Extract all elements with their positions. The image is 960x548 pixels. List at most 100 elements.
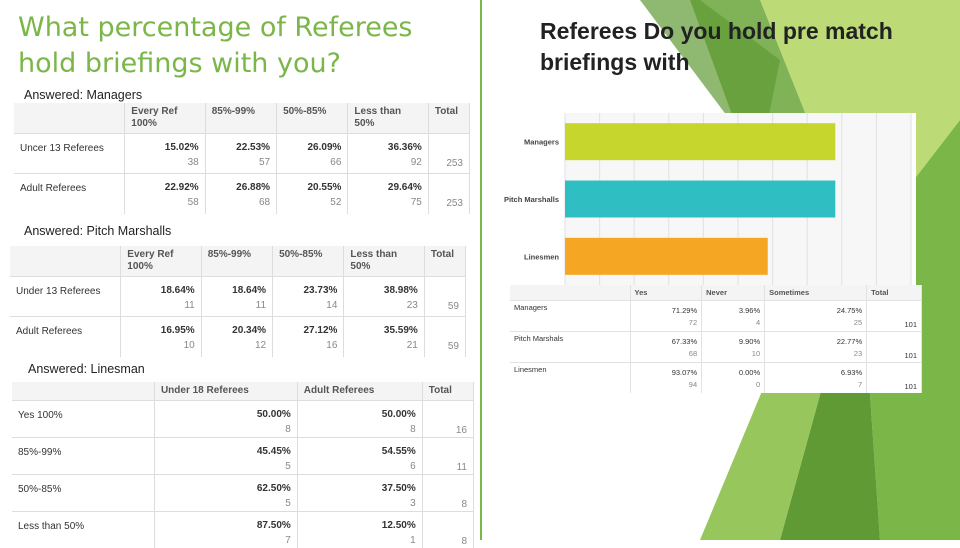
row-label: Less than 50%: [12, 512, 154, 548]
table-cell: 50.00%8: [297, 401, 422, 438]
cell-count: 10: [706, 348, 760, 360]
bar-managers: [565, 123, 835, 160]
cell-percentage: 23.73%: [279, 277, 337, 297]
row-label: 85%-99%: [12, 438, 154, 475]
cell-percentage: 37.50%: [304, 475, 416, 495]
cell-count: 8: [161, 421, 291, 436]
cell-percentage: 35.59%: [350, 317, 417, 337]
column-header: Every Ref 100%: [121, 246, 201, 277]
cell-percentage: 16.95%: [127, 317, 194, 337]
cell-count: 11: [208, 297, 266, 312]
cell-percentage: 54.55%: [304, 438, 416, 458]
column-header: [12, 382, 154, 401]
linesman-section-label: Answered: Linesman: [28, 362, 145, 376]
column-header: Total: [867, 285, 922, 301]
cell-percentage: 50.00%: [304, 401, 416, 421]
table-cell: 29.64%75: [348, 174, 428, 214]
cell-percentage: 27.12%: [279, 317, 337, 337]
table-cell: 50.00%8: [154, 401, 297, 438]
row-total: 101: [867, 332, 922, 363]
cell-count: 92: [354, 154, 421, 169]
managers-section-label: Answered: Managers: [24, 88, 142, 102]
table-cell: 18.64%11: [201, 277, 272, 317]
total-value: 253: [435, 134, 463, 170]
column-header: Sometimes: [765, 285, 867, 301]
table-cell: 18.64%11: [121, 277, 201, 317]
row-label: 50%-85%: [12, 475, 154, 512]
column-header: Never: [702, 285, 765, 301]
cell-count: 5: [161, 458, 291, 473]
cell-percentage: 18.64%: [208, 277, 266, 297]
cell-count: 16: [279, 337, 337, 352]
table-cell: 23.73%14: [273, 277, 344, 317]
table-cell: 36.36%92: [348, 134, 428, 174]
cell-percentage: 36.36%: [354, 134, 421, 154]
cell-percentage: 62.50%: [161, 475, 291, 495]
table-cell: 22.92%58: [125, 174, 205, 214]
cell-percentage: 20.34%: [208, 317, 266, 337]
cell-count: 72: [635, 317, 698, 329]
row-total: 8: [422, 475, 473, 512]
table-cell: 0.00%0: [702, 363, 765, 394]
cell-count: 23: [350, 297, 417, 312]
cell-percentage: 50.00%: [161, 401, 291, 421]
column-header: Total: [424, 246, 465, 277]
cell-percentage: 18.64%: [127, 277, 194, 297]
row-total: 253: [428, 174, 469, 214]
row-total: 101: [867, 363, 922, 394]
cell-count: 94: [635, 379, 698, 391]
column-header: Every Ref 100%: [125, 103, 205, 134]
cell-percentage: 0.00%: [706, 365, 760, 379]
cell-percentage: 15.02%: [131, 134, 198, 154]
column-header: Less than 50%: [344, 246, 424, 277]
cell-percentage: 24.75%: [769, 303, 862, 317]
row-label: Pitch Marshals: [510, 332, 630, 363]
cell-count: 38: [131, 154, 198, 169]
table-cell: 24.75%25: [765, 301, 867, 332]
total-value: 16: [429, 401, 467, 437]
cell-count: 6: [304, 458, 416, 473]
row-label: Yes 100%: [12, 401, 154, 438]
table-cell: 12.50%1: [297, 512, 422, 548]
cell-percentage: 9.90%: [706, 334, 760, 348]
row-label: Uncer 13 Referees: [14, 134, 125, 174]
row-label: Adult Referees: [10, 317, 121, 357]
cell-count: 5: [161, 495, 291, 510]
total-value: 8: [429, 475, 467, 511]
cell-percentage: 3.96%: [706, 303, 760, 317]
cell-count: 0: [706, 379, 760, 391]
cell-percentage: 67.33%: [635, 334, 698, 348]
table-cell: 93.07%94: [630, 363, 702, 394]
row-label: Under 13 Referees: [10, 277, 121, 317]
table-cell: 87.50%7: [154, 512, 297, 548]
row-total: 253: [428, 134, 469, 174]
cell-percentage: 22.92%: [131, 174, 198, 194]
cell-percentage: 6.93%: [769, 365, 862, 379]
row-total: 8: [422, 512, 473, 548]
column-header: Total: [428, 103, 469, 134]
row-label: Managers: [510, 301, 630, 332]
column-header: Total: [422, 382, 473, 401]
total-value: 8: [429, 512, 467, 548]
row-total: 11: [422, 438, 473, 475]
page-title: What percentage of Referees hold briefin…: [18, 10, 478, 82]
cell-count: 75: [354, 194, 421, 209]
column-header: 50%-85%: [273, 246, 344, 277]
cell-count: 4: [706, 317, 760, 329]
cell-percentage: 93.07%: [635, 365, 698, 379]
cell-percentage: 26.88%: [212, 174, 270, 194]
table-cell: 16.95%10: [121, 317, 201, 357]
cell-percentage: 38.98%: [350, 277, 417, 297]
cell-percentage: 20.55%: [283, 174, 341, 194]
row-total: 59: [424, 317, 465, 357]
table-cell: 3.96%4: [702, 301, 765, 332]
total-value: 59: [431, 277, 459, 313]
cell-count: 8: [304, 421, 416, 436]
total-value: 59: [431, 317, 459, 353]
